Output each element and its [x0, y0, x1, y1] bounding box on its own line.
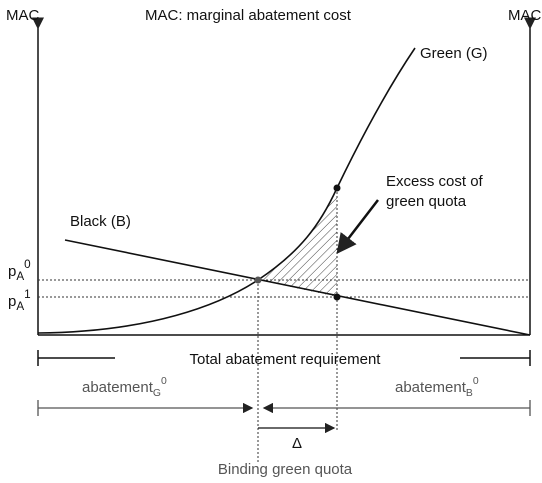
annotation-text: Excess cost of: [386, 173, 484, 190]
symbol-label: pA0: [8, 258, 31, 283]
quota-label: Binding green quota: [218, 461, 353, 478]
point: [333, 184, 341, 192]
annotation: Excess cost of green quota: [386, 173, 487, 210]
guides: [38, 188, 530, 462]
annotation-arrow: [336, 199, 379, 254]
axis-label: MAC: [6, 7, 40, 24]
symbol-sup: 0: [24, 258, 31, 271]
symbol-base: p: [8, 293, 16, 310]
symbol-base: p: [8, 263, 16, 280]
total-bar: [37, 350, 531, 366]
symbol-sup: 0: [473, 376, 479, 387]
curve-label: Green (G): [420, 45, 488, 62]
axis-title: MAC: marginal abatement cost: [145, 7, 352, 24]
symbol-label: abatementB0: [395, 376, 479, 399]
green-curve: [37, 47, 416, 334]
point: [333, 293, 341, 301]
symbol-label: abatementG0: [82, 376, 167, 399]
black-line: [64, 239, 531, 336]
point: [254, 276, 262, 284]
split-bar: [37, 400, 531, 416]
axis-label: MAC: [508, 7, 542, 24]
total-label: Total abatement requirement: [190, 351, 382, 368]
curve-label: Black (B): [70, 213, 131, 230]
symbol-label: pA1: [8, 288, 31, 313]
annotation-text: green quota: [386, 193, 467, 210]
delta-label: Δ: [292, 435, 302, 452]
excess-area: [258, 188, 337, 297]
symbol-sub: G: [153, 388, 161, 399]
symbol-base: abatement: [82, 379, 154, 396]
symbol-sup: 0: [161, 376, 167, 387]
axes: [32, 17, 536, 336]
symbol-sup: 1: [24, 288, 31, 301]
symbol-base: abatement: [395, 379, 467, 396]
symbol-sub: A: [16, 300, 24, 313]
symbol-sub: B: [466, 388, 473, 399]
symbol-sub: A: [16, 270, 24, 283]
